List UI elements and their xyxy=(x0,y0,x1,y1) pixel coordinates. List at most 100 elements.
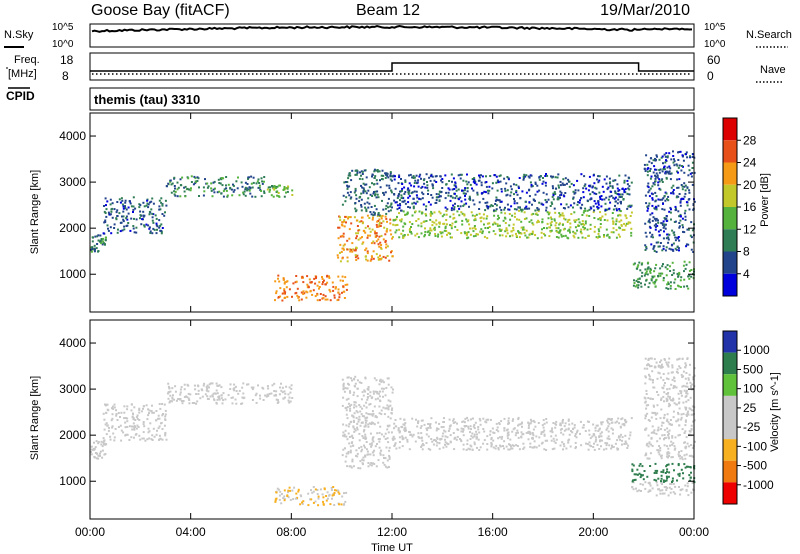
colorbar-swatch xyxy=(723,207,737,230)
scatter-point xyxy=(628,188,631,191)
scatter-point xyxy=(322,281,324,283)
scatter-point xyxy=(374,190,377,193)
scatter-point xyxy=(572,428,575,431)
scatter-point xyxy=(681,376,684,378)
scatter-point xyxy=(353,406,355,409)
scatter-point xyxy=(216,384,219,387)
colorbar-tick-label: -25 xyxy=(743,420,761,434)
colorbar-tick-label: -500 xyxy=(743,459,767,473)
scatter-point xyxy=(349,174,352,177)
scatter-point xyxy=(419,198,422,201)
scatter-point xyxy=(344,200,347,203)
scatter-point xyxy=(432,227,435,230)
scatter-point xyxy=(300,495,303,498)
scatter-point xyxy=(123,225,126,228)
scatter-point xyxy=(421,439,424,442)
scatter-point xyxy=(640,285,643,288)
scatter-point xyxy=(658,453,661,456)
scatter-point xyxy=(654,226,657,229)
scatter-point xyxy=(222,177,225,180)
scatter-point xyxy=(626,192,629,195)
scatter-point xyxy=(371,218,374,221)
scatter-point xyxy=(659,366,662,369)
scatter-point xyxy=(179,391,182,394)
scatter-point xyxy=(671,378,674,381)
scatter-point xyxy=(410,232,413,235)
scatter-point xyxy=(107,211,110,214)
scatter-point xyxy=(476,193,479,196)
scatter-point xyxy=(613,197,616,200)
scatter-point xyxy=(354,173,357,176)
scatter-point xyxy=(671,456,674,459)
scatter-point xyxy=(597,201,600,204)
scatter-point xyxy=(486,448,489,451)
scatter-point xyxy=(679,204,682,207)
scatter-point xyxy=(683,182,686,185)
scatter-point xyxy=(495,208,498,211)
scatter-point xyxy=(131,425,133,428)
velocity-plot-frame xyxy=(89,319,695,520)
scatter-point xyxy=(612,231,615,234)
scatter-point xyxy=(361,407,364,410)
scatter-point xyxy=(574,189,577,192)
scatter-point xyxy=(361,222,364,225)
scatter-point xyxy=(90,250,93,253)
scatter-point xyxy=(375,223,378,226)
scatter-point xyxy=(538,189,541,192)
scatter-point xyxy=(518,206,521,209)
scatter-point xyxy=(689,479,692,482)
scatter-point xyxy=(244,194,247,197)
scatter-point xyxy=(189,393,192,396)
scatter-point xyxy=(350,466,353,469)
scatter-point xyxy=(597,181,600,184)
scatter-point xyxy=(645,202,648,205)
scatter-point xyxy=(562,178,565,181)
scatter-point xyxy=(520,436,523,439)
scatter-point xyxy=(333,504,336,506)
scatter-point xyxy=(344,500,347,503)
scatter-point xyxy=(341,275,344,278)
scatter-point xyxy=(262,399,265,401)
scatter-point xyxy=(684,362,687,365)
scatter-point xyxy=(564,234,567,237)
scatter-point xyxy=(453,184,456,187)
scatter-point xyxy=(459,205,462,208)
scatter-point xyxy=(379,186,382,189)
scatter-point xyxy=(510,191,513,194)
scatter-point xyxy=(97,457,100,460)
scatter-point xyxy=(157,414,160,417)
scatter-point xyxy=(411,435,414,438)
scatter-point xyxy=(139,214,142,217)
scatter-point xyxy=(469,425,472,428)
scatter-point xyxy=(651,445,654,447)
scatter-point xyxy=(543,433,546,436)
scatter-point xyxy=(179,398,182,401)
scatter-point xyxy=(391,236,394,238)
noise-left-tick-bottom: 10^0 xyxy=(52,39,74,50)
scatter-point xyxy=(611,186,614,189)
scatter-point xyxy=(692,378,695,381)
scatter-point xyxy=(417,218,420,221)
scatter-point xyxy=(653,165,656,168)
scatter-point xyxy=(282,397,285,400)
scatter-point xyxy=(507,433,510,436)
scatter-point xyxy=(212,181,215,184)
scatter-point xyxy=(429,229,432,232)
scatter-point xyxy=(672,249,675,252)
scatter-point xyxy=(346,387,349,390)
scatter-point xyxy=(670,248,673,251)
scatter-point xyxy=(353,428,356,431)
scatter-point xyxy=(668,471,671,474)
scatter-point xyxy=(132,196,135,199)
scatter-point xyxy=(107,227,109,230)
scatter-point xyxy=(360,209,363,212)
scatter-point xyxy=(361,421,364,424)
scatter-point xyxy=(673,448,676,451)
scatter-point xyxy=(458,214,461,217)
scatter-point xyxy=(497,448,500,451)
scatter-point xyxy=(678,225,681,228)
scatter-point xyxy=(680,286,682,288)
scatter-point xyxy=(650,278,653,281)
scatter-point xyxy=(126,405,129,408)
scatter-point xyxy=(127,222,130,224)
